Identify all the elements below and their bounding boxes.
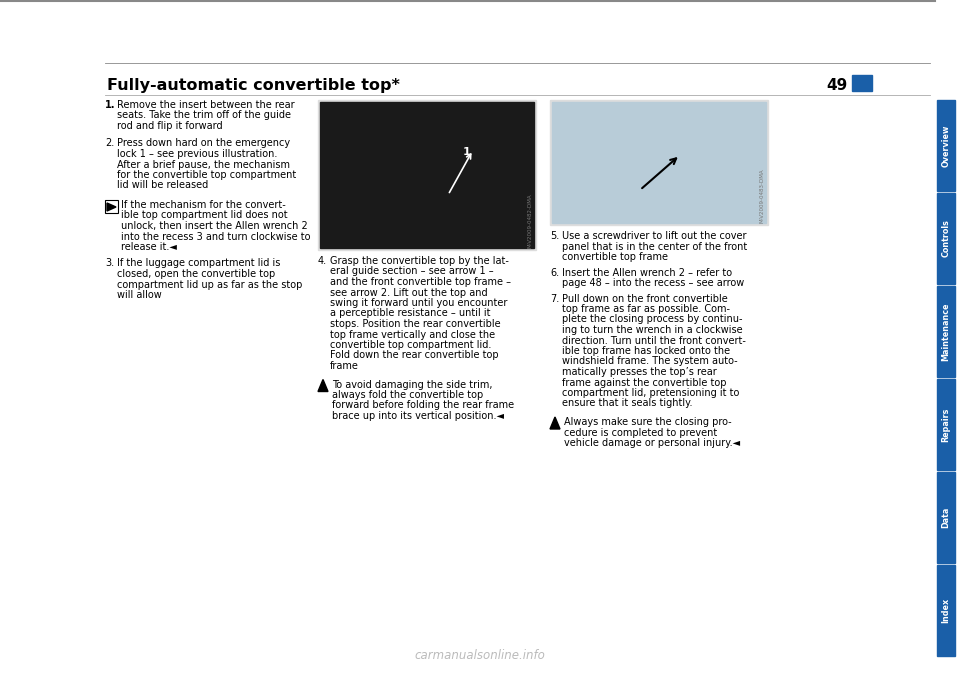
Text: unlock, then insert the Allen wrench 2: unlock, then insert the Allen wrench 2 bbox=[121, 221, 308, 231]
FancyArrowPatch shape bbox=[449, 154, 470, 193]
Text: 4.: 4. bbox=[318, 256, 327, 266]
Text: Grasp the convertible top by the lat-: Grasp the convertible top by the lat- bbox=[330, 256, 509, 266]
Text: lid will be released: lid will be released bbox=[117, 180, 208, 191]
Text: If the luggage compartment lid is: If the luggage compartment lid is bbox=[117, 258, 280, 268]
Bar bbox=[937, 193, 955, 284]
Text: ing to turn the wrench in a clockwise: ing to turn the wrench in a clockwise bbox=[562, 325, 743, 335]
Text: top frame as far as possible. Com-: top frame as far as possible. Com- bbox=[562, 304, 730, 314]
Text: After a brief pause, the mechanism: After a brief pause, the mechanism bbox=[117, 159, 290, 170]
Text: rod and flip it forward: rod and flip it forward bbox=[117, 121, 223, 131]
Polygon shape bbox=[107, 203, 116, 211]
Text: panel that is in the center of the front: panel that is in the center of the front bbox=[562, 241, 747, 252]
Text: 49: 49 bbox=[827, 78, 848, 93]
Text: 5.: 5. bbox=[550, 231, 560, 241]
Bar bbox=[320, 102, 534, 248]
Text: ible top compartment lid does not: ible top compartment lid does not bbox=[121, 210, 288, 220]
Bar bbox=[937, 379, 955, 470]
Text: cedure is completed to prevent: cedure is completed to prevent bbox=[564, 428, 717, 437]
Bar bbox=[550, 100, 768, 225]
Text: compartment lid up as far as the stop: compartment lid up as far as the stop bbox=[117, 279, 302, 290]
Text: ensure that it seals tightly.: ensure that it seals tightly. bbox=[562, 399, 692, 409]
Text: matically presses the top’s rear: matically presses the top’s rear bbox=[562, 367, 717, 377]
Text: 1.: 1. bbox=[105, 100, 115, 110]
Text: Overview: Overview bbox=[942, 124, 950, 167]
Text: a perceptible resistance – until it: a perceptible resistance – until it bbox=[330, 308, 491, 319]
Text: closed, open the convertible top: closed, open the convertible top bbox=[117, 269, 276, 279]
Text: M-V2009-0482-DMA: M-V2009-0482-DMA bbox=[528, 193, 533, 248]
Polygon shape bbox=[550, 417, 560, 429]
Text: convertible top compartment lid.: convertible top compartment lid. bbox=[330, 340, 492, 350]
Text: 6.: 6. bbox=[550, 268, 559, 277]
Text: convertible top frame: convertible top frame bbox=[562, 252, 668, 262]
Text: brace up into its vertical position.◄: brace up into its vertical position.◄ bbox=[332, 411, 504, 421]
Text: always fold the convertible top: always fold the convertible top bbox=[332, 390, 483, 400]
Text: Insert the Allen wrench 2 – refer to: Insert the Allen wrench 2 – refer to bbox=[562, 268, 732, 277]
Text: 1: 1 bbox=[463, 147, 470, 157]
Text: Controls: Controls bbox=[942, 220, 950, 258]
Text: eral guide section – see arrow 1 –: eral guide section – see arrow 1 – bbox=[330, 266, 493, 277]
Text: Fold down the rear convertible top: Fold down the rear convertible top bbox=[330, 351, 498, 361]
Bar bbox=[937, 565, 955, 656]
Text: page 48 – into the recess – see arrow: page 48 – into the recess – see arrow bbox=[562, 278, 744, 288]
Text: compartment lid, pretensioning it to: compartment lid, pretensioning it to bbox=[562, 388, 739, 398]
Text: release it.◄: release it.◄ bbox=[121, 242, 177, 252]
Text: Repairs: Repairs bbox=[942, 407, 950, 441]
Text: frame: frame bbox=[330, 361, 359, 371]
Text: frame against the convertible top: frame against the convertible top bbox=[562, 378, 727, 388]
Text: Index: Index bbox=[942, 598, 950, 623]
Text: carmanualsonline.info: carmanualsonline.info bbox=[415, 649, 545, 662]
Text: M-V2009-0483-DMA: M-V2009-0483-DMA bbox=[760, 168, 765, 223]
Text: plete the closing process by continu-: plete the closing process by continu- bbox=[562, 315, 742, 325]
Text: Remove the insert between the rear: Remove the insert between the rear bbox=[117, 100, 295, 110]
Text: see arrow 2. Lift out the top and: see arrow 2. Lift out the top and bbox=[330, 287, 488, 298]
Bar bbox=[937, 100, 955, 191]
Text: stops. Position the rear convertible: stops. Position the rear convertible bbox=[330, 319, 500, 329]
Bar bbox=[105, 200, 118, 213]
Text: 3.: 3. bbox=[105, 258, 114, 268]
Text: for the convertible top compartment: for the convertible top compartment bbox=[117, 170, 297, 180]
Text: 7.: 7. bbox=[550, 294, 560, 304]
Text: Pull down on the front convertible: Pull down on the front convertible bbox=[562, 294, 728, 304]
Text: ible top frame has locked onto the: ible top frame has locked onto the bbox=[562, 346, 731, 356]
Bar bbox=[937, 286, 955, 377]
Text: lock 1 – see previous illustration.: lock 1 – see previous illustration. bbox=[117, 149, 277, 159]
Text: Press down hard on the emergency: Press down hard on the emergency bbox=[117, 138, 290, 148]
Polygon shape bbox=[318, 380, 328, 391]
Text: Maintenance: Maintenance bbox=[942, 302, 950, 361]
Text: Use a screwdriver to lift out the cover: Use a screwdriver to lift out the cover bbox=[562, 231, 747, 241]
Text: To avoid damaging the side trim,: To avoid damaging the side trim, bbox=[332, 380, 492, 389]
Text: direction. Turn until the front convert-: direction. Turn until the front convert- bbox=[562, 336, 746, 346]
Bar bbox=[852, 75, 872, 91]
Text: forward before folding the rear frame: forward before folding the rear frame bbox=[332, 401, 515, 410]
Text: 2.: 2. bbox=[105, 138, 114, 148]
Text: into the recess 3 and turn clockwise to: into the recess 3 and turn clockwise to bbox=[121, 231, 310, 241]
Text: vehicle damage or personal injury.◄: vehicle damage or personal injury.◄ bbox=[564, 438, 740, 448]
Text: Always make sure the closing pro-: Always make sure the closing pro- bbox=[564, 417, 732, 427]
Bar bbox=[318, 100, 536, 250]
Text: Data: Data bbox=[942, 507, 950, 528]
Text: and the front convertible top frame –: and the front convertible top frame – bbox=[330, 277, 511, 287]
Text: top frame vertically and close the: top frame vertically and close the bbox=[330, 330, 495, 340]
Text: Fully-automatic convertible top*: Fully-automatic convertible top* bbox=[107, 78, 400, 93]
Bar bbox=[937, 472, 955, 563]
Bar bbox=[552, 102, 766, 223]
Text: windshield frame. The system auto-: windshield frame. The system auto- bbox=[562, 357, 737, 367]
Text: will allow: will allow bbox=[117, 290, 161, 300]
Text: If the mechanism for the convert-: If the mechanism for the convert- bbox=[121, 200, 286, 210]
Text: seats. Take the trim off of the guide: seats. Take the trim off of the guide bbox=[117, 111, 291, 121]
Text: swing it forward until you encounter: swing it forward until you encounter bbox=[330, 298, 508, 308]
